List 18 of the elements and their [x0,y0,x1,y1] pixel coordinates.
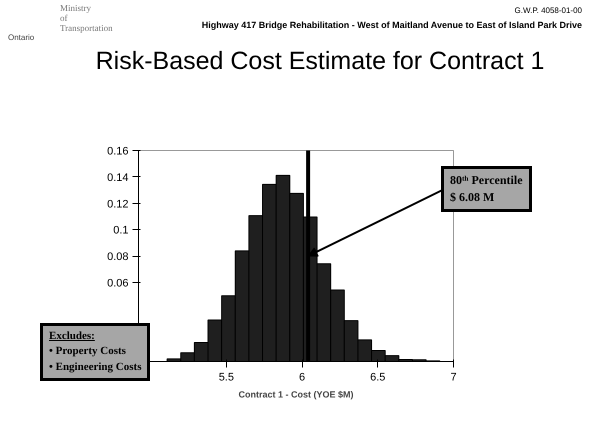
x-tick-label: 6 [299,372,306,384]
y-tick-label: 0.1 [113,224,129,237]
annotation: 80ᵗʰ Percentile $ 6.08 M [441,166,532,212]
annotation: Excludes: • Property Costs • Engineering Costs [40,323,150,382]
y-tick-label: 0.14 [107,172,129,184]
y-tick-label: 0.06 [107,277,129,290]
x-axis-title: Contract 1 - Cost (YOE $M) [238,390,354,400]
x-tick-label: 7 [450,372,457,384]
chart-subtitle: Highway 417 Bridge Rehabilitation - West of Maitland Avenue to East of Island Park Drive [202,20,582,31]
y-tick-label: 0.16 [107,146,129,158]
chart-title: Risk-Based Cost Estimate for Contract 1 [96,47,544,76]
text: Ontario [8,33,34,43]
x-tick-label: 5.5 [218,372,234,384]
y-tick-label: 0.08 [107,251,129,263]
text: Ministry of Transportation [60,3,113,34]
y-tick-label: 0.12 [107,198,129,210]
text: G.W.P. 4058-01-00 [514,6,582,16]
x-tick-label: 6.5 [370,372,386,384]
